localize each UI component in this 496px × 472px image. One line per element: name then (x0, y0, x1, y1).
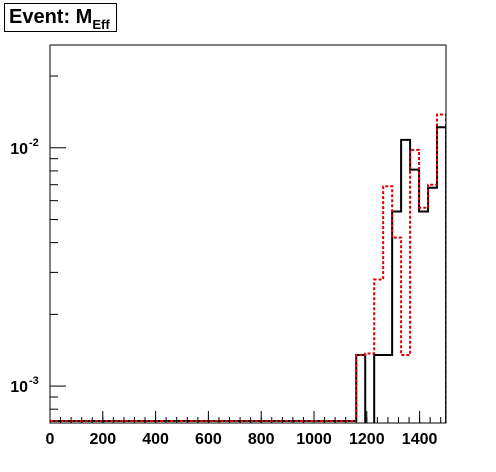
series-line-2 (50, 113, 446, 423)
series-1 (50, 126, 446, 423)
y-tick-label: 10 (10, 379, 28, 396)
x-tick-label: 1400 (402, 431, 438, 448)
x-tick-label: 600 (195, 431, 222, 448)
x-tick-label: 0 (46, 431, 55, 448)
x-tick-label: 200 (89, 431, 116, 448)
x-tick-label: 800 (248, 431, 275, 448)
series-line-1 (50, 126, 446, 423)
title-main: Event: M (9, 6, 93, 28)
y-tick-label: 10 (10, 141, 28, 158)
plot-frame (49, 44, 447, 424)
y-tick-exponent: -2 (29, 137, 39, 149)
series-layer (50, 113, 446, 423)
chart-title: Event: MEff (4, 3, 117, 32)
series-2 (50, 113, 446, 423)
title-subscript: Eff (92, 17, 110, 32)
x-tick-label: 1200 (349, 431, 385, 448)
y-tick-exponent: -3 (29, 375, 39, 387)
x-tick-label: 400 (142, 431, 169, 448)
x-tick-label: 1000 (296, 431, 332, 448)
